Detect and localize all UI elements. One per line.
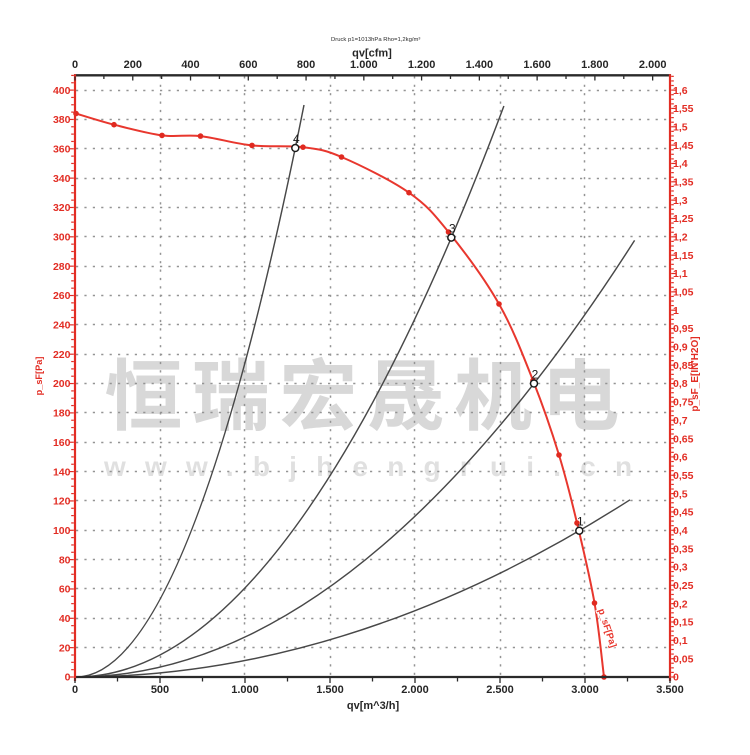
svg-text:0,85: 0,85 [673,360,694,372]
svg-text:240: 240 [53,320,71,332]
svg-text:qv[m^3/h]: qv[m^3/h] [347,700,400,712]
svg-text:1,45: 1,45 [673,140,694,152]
svg-text:40: 40 [59,613,71,625]
svg-text:600: 600 [239,59,257,71]
svg-text:180: 180 [53,408,71,420]
svg-text:500: 500 [151,684,169,696]
svg-text:360: 360 [53,144,71,156]
svg-text:0,95: 0,95 [673,323,694,335]
svg-text:0,4: 0,4 [673,525,688,537]
svg-text:2.000: 2.000 [639,59,667,71]
svg-text:1: 1 [673,305,679,317]
svg-text:3.500: 3.500 [656,684,684,696]
svg-text:220: 220 [53,349,71,361]
svg-text:0,65: 0,65 [673,433,694,445]
svg-text:800: 800 [297,59,315,71]
svg-text:Druck p1=1013hPa Rho=1,2kg/m³: Druck p1=1013hPa Rho=1,2kg/m³ [331,37,420,43]
svg-text:1,25: 1,25 [673,213,694,225]
svg-text:1.000: 1.000 [350,59,378,71]
svg-text:1.400: 1.400 [466,59,494,71]
svg-text:0,55: 0,55 [673,470,694,482]
svg-text:400: 400 [53,85,71,97]
svg-text:0,05: 0,05 [673,653,694,665]
svg-text:0,7: 0,7 [673,415,688,427]
svg-text:0,45: 0,45 [673,507,694,519]
svg-text:0: 0 [673,672,679,684]
svg-text:0: 0 [72,59,78,71]
svg-text:200: 200 [53,378,71,390]
svg-text:0,9: 0,9 [673,342,688,354]
svg-text:0,75: 0,75 [673,397,694,409]
svg-text:380: 380 [53,114,71,126]
svg-text:20: 20 [59,642,71,654]
svg-text:1,3: 1,3 [673,195,688,207]
svg-text:0,35: 0,35 [673,543,694,555]
svg-text:1,05: 1,05 [673,287,694,299]
svg-text:1.000: 1.000 [231,684,259,696]
svg-text:260: 260 [53,290,71,302]
svg-text:1,4: 1,4 [673,158,688,170]
svg-text:1,6: 1,6 [673,85,688,97]
svg-text:300: 300 [53,232,71,244]
svg-text:1.800: 1.800 [581,59,609,71]
svg-text:0,6: 0,6 [673,452,688,464]
svg-text:2.000: 2.000 [401,684,429,696]
svg-text:400: 400 [181,59,199,71]
svg-text:0: 0 [65,672,71,684]
svg-text:120: 120 [53,496,71,508]
svg-text:p_sF[Pa]: p_sF[Pa] [34,357,44,396]
svg-text:100: 100 [53,525,71,537]
svg-text:0,3: 0,3 [673,562,688,574]
svg-text:0,15: 0,15 [673,617,694,629]
svg-text:2.500: 2.500 [486,684,514,696]
svg-text:0,25: 0,25 [673,580,694,592]
svg-text:0,8: 0,8 [673,378,688,390]
svg-text:80: 80 [59,554,71,566]
svg-text:3: 3 [449,222,456,236]
svg-text:320: 320 [53,202,71,214]
svg-text:www.bjhengrui.cn: www.bjhengrui.cn [103,451,651,482]
svg-text:1,2: 1,2 [673,232,688,244]
svg-text:0,5: 0,5 [673,488,688,500]
svg-text:0,1: 0,1 [673,635,688,647]
svg-text:4: 4 [293,132,300,146]
svg-text:qv[cfm]: qv[cfm] [352,48,392,60]
svg-text:0,2: 0,2 [673,598,688,610]
svg-text:280: 280 [53,261,71,273]
svg-text:200: 200 [124,59,142,71]
svg-text:1,15: 1,15 [673,250,694,262]
svg-text:1: 1 [577,515,584,529]
svg-text:1,35: 1,35 [673,177,694,189]
svg-text:3.000: 3.000 [571,684,599,696]
svg-text:p_sF_E[IN'H2O]: p_sF_E[IN'H2O] [690,336,701,411]
svg-text:1,5: 1,5 [673,122,688,134]
svg-text:0: 0 [72,684,78,696]
svg-text:1.200: 1.200 [408,59,436,71]
svg-text:160: 160 [53,437,71,449]
svg-text:340: 340 [53,173,71,185]
svg-text:140: 140 [53,466,71,478]
svg-text:1,55: 1,55 [673,103,694,115]
svg-text:1.600: 1.600 [523,59,551,71]
svg-text:1.500: 1.500 [316,684,344,696]
svg-text:60: 60 [59,584,71,596]
svg-text:1,1: 1,1 [673,268,688,280]
svg-text:2: 2 [532,368,539,382]
